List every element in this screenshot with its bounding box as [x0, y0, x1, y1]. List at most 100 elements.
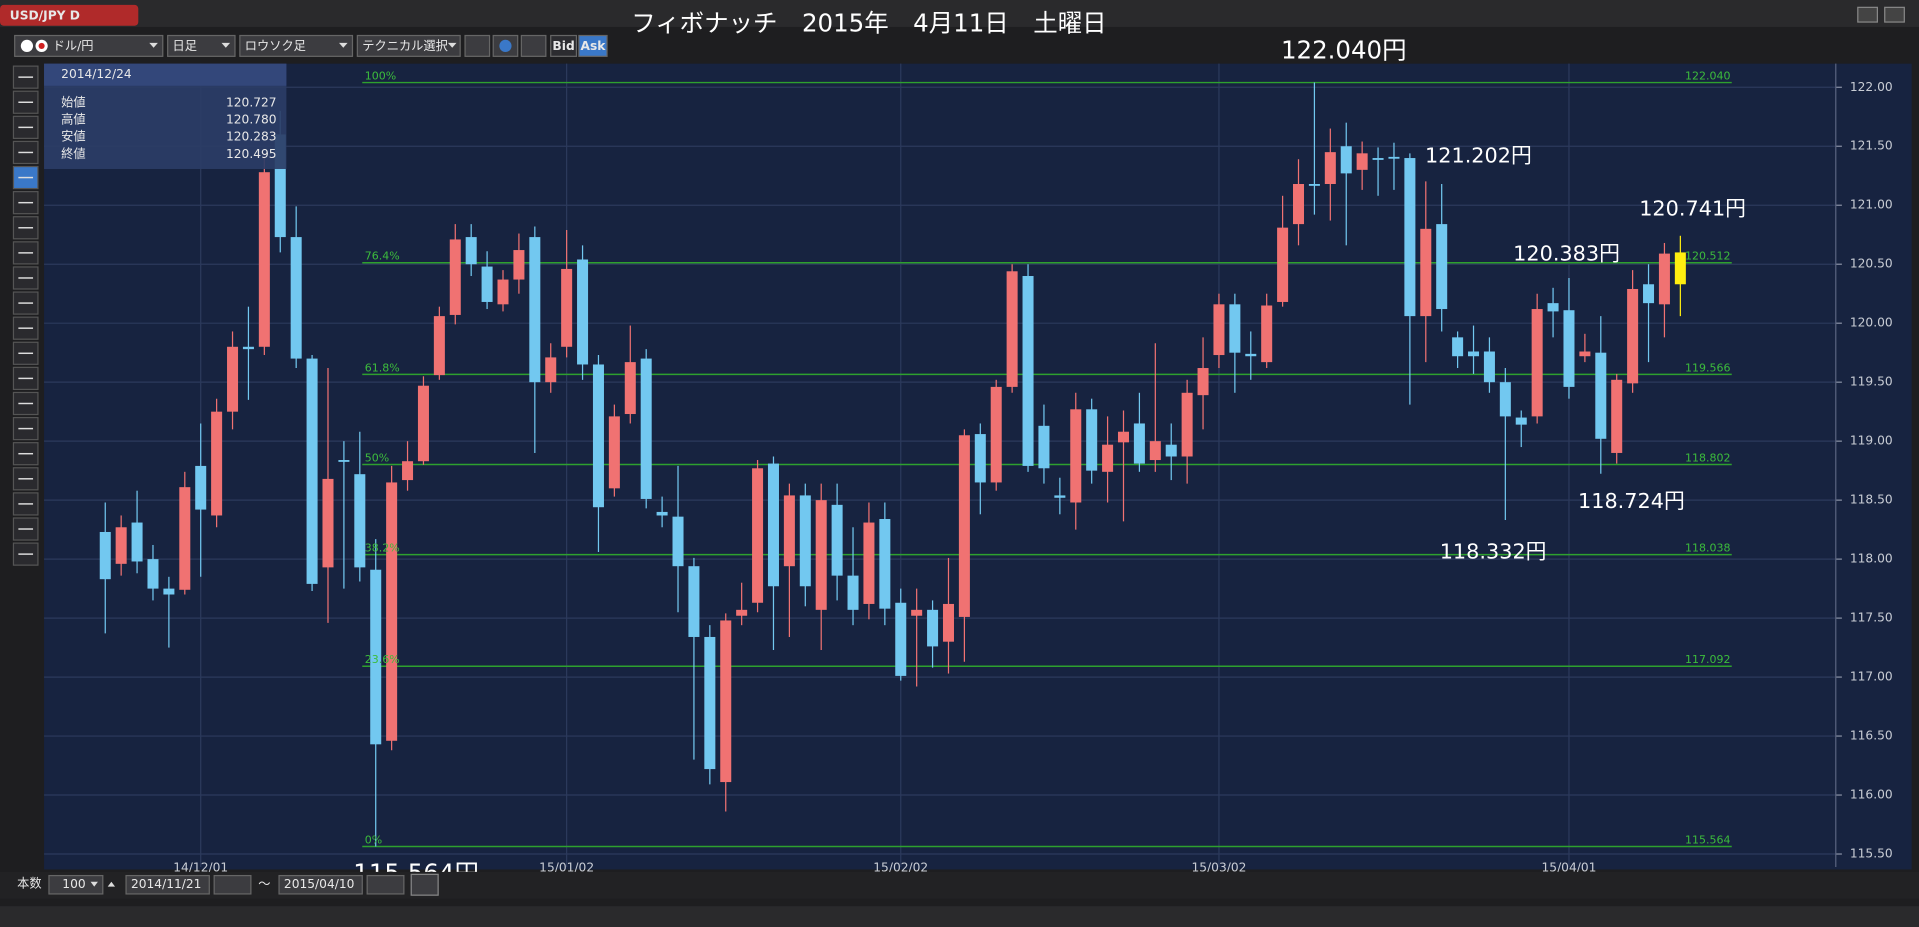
candle-body	[1117, 431, 1130, 443]
count-input[interactable]	[48, 874, 104, 895]
y-tick-label: 120.50	[1850, 257, 1893, 271]
candle-body	[720, 620, 732, 783]
candle-body	[1006, 271, 1018, 387]
candle-body	[1086, 409, 1098, 471]
candle-body	[338, 460, 350, 462]
info-label: 終値	[61, 146, 85, 161]
y-tick-label: 119.00	[1850, 434, 1893, 448]
candle-body	[306, 358, 318, 584]
candle-body	[1070, 409, 1082, 503]
candle-body	[1499, 382, 1511, 417]
restore-button[interactable]	[1857, 6, 1879, 23]
draw-button[interactable]	[464, 34, 491, 57]
candle-body	[513, 250, 525, 280]
chart-title: フィボナッチ 2015年 4月11日 土曜日	[631, 8, 1106, 37]
candle-body	[1133, 423, 1145, 464]
y-tick-label: 121.50	[1850, 139, 1893, 153]
dropdown-arrow	[447, 42, 457, 48]
candle-body	[370, 569, 382, 745]
candle-body	[561, 268, 573, 347]
flag-icon	[38, 42, 45, 49]
candle-body	[417, 385, 429, 462]
volume-button[interactable]	[520, 34, 547, 57]
info-label: 高値	[61, 112, 85, 127]
price-annotation: 120.383円	[1513, 242, 1620, 266]
candle-body	[1340, 146, 1352, 174]
y-tick-label: 117.50	[1850, 611, 1893, 625]
candle-body	[974, 434, 986, 483]
ask-button[interactable]	[578, 34, 608, 57]
bid-button[interactable]	[550, 34, 578, 57]
candle-body	[1404, 158, 1416, 317]
candle-body	[911, 609, 923, 616]
candle-body	[831, 504, 843, 576]
candle-body	[386, 482, 398, 741]
window-tab[interactable]	[0, 4, 139, 26]
y-tick-label: 119.50	[1850, 375, 1893, 389]
candle-body	[640, 358, 652, 499]
fib-ratio-label: 50%	[365, 451, 389, 464]
y-tick-label: 116.50	[1850, 729, 1893, 743]
candle-body	[1483, 351, 1495, 383]
info-date: 2014/12/24	[61, 67, 132, 81]
candle-body	[1054, 495, 1066, 498]
from-time[interactable]	[213, 874, 252, 895]
price-annotation: 118.332円	[1440, 539, 1547, 563]
info-rows: 始値 120.727 高値 120.780 安値 120.283 終値 120.495	[61, 94, 276, 160]
candle-body	[1197, 368, 1209, 396]
candle-body	[624, 362, 636, 415]
refresh-button[interactable]	[410, 873, 439, 896]
price-annotation: 121.202円	[1425, 144, 1532, 168]
candle-body	[1229, 304, 1241, 353]
close-button[interactable]	[1884, 6, 1905, 23]
candle-body	[1547, 303, 1559, 312]
spin-up[interactable]	[107, 881, 116, 887]
style-select[interactable]	[239, 34, 354, 57]
to-time[interactable]	[366, 874, 405, 895]
fib-ratio-label: 100%	[365, 69, 396, 82]
count-value: 100	[62, 877, 85, 891]
candle-body	[1102, 444, 1114, 472]
candle-body	[1277, 227, 1289, 302]
info-value: 120.727	[226, 95, 277, 109]
flag-icon	[20, 39, 34, 53]
candle-body	[1420, 228, 1432, 317]
to-input[interactable]	[278, 874, 363, 895]
window-title: USD/JPY D	[10, 8, 80, 22]
candle-body	[608, 416, 620, 489]
fib-price-label: 118.038	[1685, 542, 1730, 555]
technical-select[interactable]	[356, 34, 461, 57]
fib-price-label: 119.566	[1685, 361, 1730, 374]
candle-body	[402, 461, 414, 481]
from-input[interactable]	[125, 874, 210, 895]
x-tick-label: 15/04/01	[1542, 861, 1597, 875]
fib-price-label: 120.512	[1685, 250, 1730, 263]
candle-body	[752, 468, 764, 603]
info-icon	[499, 39, 512, 53]
candle-body	[1595, 352, 1607, 439]
candle-body	[195, 465, 207, 510]
to-date: 2015/04/10	[284, 877, 354, 891]
candle-body	[179, 487, 191, 590]
x-tick-label: 15/03/02	[1191, 861, 1246, 875]
candle-body	[1213, 304, 1225, 356]
fib-price-label: 122.040	[1685, 69, 1730, 82]
fib-price-label: 115.564	[1685, 833, 1730, 846]
dropdown-arrow	[221, 42, 231, 48]
grid	[44, 63, 1842, 867]
period-select[interactable]	[167, 34, 236, 57]
candle-body	[799, 495, 811, 587]
fib-ratio-label: 38.2%	[365, 542, 400, 555]
info-value: 120.780	[226, 113, 277, 127]
x-tick-label: 15/01/02	[539, 861, 594, 875]
price-annotation: 118.724円	[1578, 489, 1685, 513]
y-tick-label: 116.00	[1850, 788, 1893, 802]
y-tick-label: 117.00	[1850, 670, 1893, 684]
title-bar	[0, 0, 1919, 27]
info-label: 始値	[61, 94, 85, 109]
y-tick-label: 120.00	[1850, 316, 1893, 330]
pair-select[interactable]	[14, 34, 164, 57]
candle-body	[497, 279, 509, 305]
